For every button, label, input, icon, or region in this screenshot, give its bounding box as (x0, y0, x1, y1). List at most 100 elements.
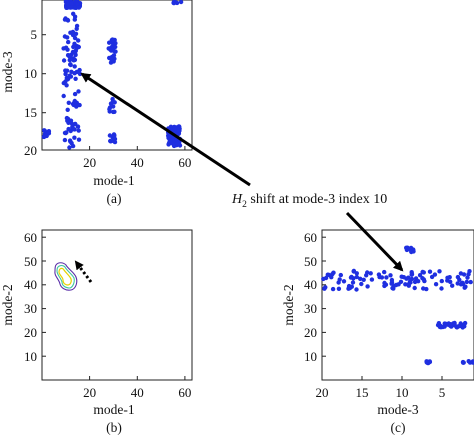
panel-c-frame (321, 229, 474, 381)
data-point (427, 269, 433, 274)
panel-b-xtick-label: 60 (178, 385, 191, 400)
data-point (71, 126, 76, 132)
data-point (421, 286, 426, 291)
data-point (41, 134, 47, 139)
h2-annotation: H2 shift at mode-3 index 10 (80, 72, 404, 272)
data-point (409, 276, 415, 282)
data-point (112, 100, 117, 105)
data-point (368, 271, 373, 276)
data-point (74, 104, 79, 109)
data-point (74, 23, 80, 29)
panel-b-ytick-label: 60 (24, 230, 37, 245)
data-point (389, 277, 395, 283)
panel-c-xtick-label: 15 (356, 385, 369, 400)
data-point (176, 127, 181, 133)
contour-outer (54, 262, 78, 291)
data-point (66, 39, 71, 45)
annotation-arrow-to-a (80, 72, 251, 187)
data-point (166, 135, 171, 141)
data-point (113, 41, 118, 46)
data-point (409, 272, 414, 277)
data-point (398, 279, 404, 284)
data-point (470, 359, 474, 365)
data-point (321, 276, 326, 282)
panel-b-ytick-label: 50 (24, 254, 37, 269)
data-point (76, 137, 82, 142)
panel-b-xlabel: mode-1 (93, 402, 134, 417)
panel-c-ytick-label: 20 (304, 325, 317, 340)
panel-b-ytick-label: 40 (24, 277, 37, 292)
data-point (64, 68, 70, 73)
data-point (433, 282, 439, 287)
data-point (75, 124, 81, 129)
panel-a-ytick-label: 15 (24, 105, 37, 120)
panel-a-y-ticks: 5 10 15 20 (24, 27, 46, 158)
data-point (61, 46, 66, 51)
data-point (61, 93, 66, 99)
data-point (71, 58, 76, 63)
panel-c-ytick-label: 40 (304, 277, 317, 292)
panel-c-y-ticks: 10 20 30 40 50 60 (304, 230, 326, 364)
data-point (359, 281, 364, 287)
data-point (429, 274, 435, 280)
data-point (108, 56, 114, 61)
contour-middle (56, 264, 75, 289)
panel-c-ytick-label: 10 (304, 349, 317, 364)
contour-inner (58, 267, 72, 286)
data-point (466, 272, 471, 277)
data-point (458, 321, 463, 326)
data-point (384, 275, 389, 280)
data-point (445, 275, 450, 280)
annotation-subscript: 2 (242, 200, 247, 210)
data-point (70, 143, 76, 149)
data-point (448, 322, 453, 327)
data-point (63, 71, 68, 77)
data-point (110, 96, 115, 102)
data-point (458, 271, 464, 276)
data-point (109, 47, 115, 53)
panel-c-xlabel: mode-3 (377, 402, 418, 417)
data-point (424, 359, 429, 364)
data-point (382, 269, 387, 275)
panel-a-xtick-label: 20 (83, 155, 96, 170)
data-point (406, 283, 411, 288)
data-point (68, 62, 73, 68)
data-point (404, 276, 409, 281)
panel-a-ytick-label: 20 (24, 143, 37, 158)
panel-b-contours (54, 262, 78, 291)
data-point (62, 130, 68, 136)
data-point (361, 277, 366, 282)
panel-a-ytick-label: 10 (24, 66, 37, 81)
data-point (464, 279, 469, 285)
data-point (73, 121, 78, 127)
data-point (457, 277, 462, 282)
data-point (455, 281, 460, 286)
data-point (76, 5, 82, 10)
data-point (107, 133, 113, 138)
data-point (461, 360, 466, 365)
data-point (77, 102, 82, 108)
data-point (390, 285, 395, 291)
data-point (66, 76, 71, 81)
data-point (113, 49, 118, 54)
panel-c-points (321, 245, 474, 366)
data-point (172, 126, 177, 131)
data-point (72, 135, 77, 140)
data-point (72, 100, 78, 105)
panel-b: 10 20 30 40 50 60 20 40 60 mode-1 mode-2… (0, 229, 193, 435)
data-point (69, 1, 74, 6)
data-point (460, 325, 465, 330)
panel-a-ytick-label: 5 (31, 27, 38, 42)
panel-a-ylabel: mode-3 (0, 51, 15, 92)
data-point (439, 278, 444, 284)
data-point (63, 79, 68, 84)
data-point (107, 40, 112, 45)
panel-c-ytick-label: 30 (304, 301, 317, 316)
data-point (460, 280, 465, 285)
data-point (171, 0, 177, 6)
annotation-arrow-to-c (345, 211, 404, 272)
data-point (369, 277, 375, 282)
data-point (439, 286, 444, 291)
data-point (322, 286, 327, 291)
data-point (110, 37, 116, 43)
